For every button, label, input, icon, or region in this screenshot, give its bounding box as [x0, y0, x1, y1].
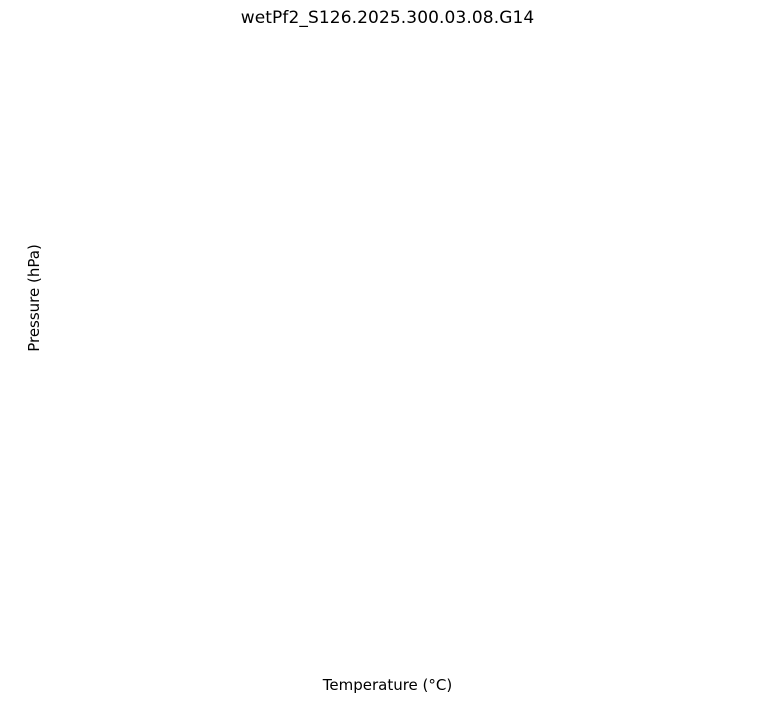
chart-title: wetPf2_S126.2025.300.03.08.G14 [240, 8, 535, 28]
x-axis-label: Temperature (°C) [322, 676, 453, 694]
plot-background [86, 33, 760, 637]
isotherm-line [759, 636, 760, 637]
